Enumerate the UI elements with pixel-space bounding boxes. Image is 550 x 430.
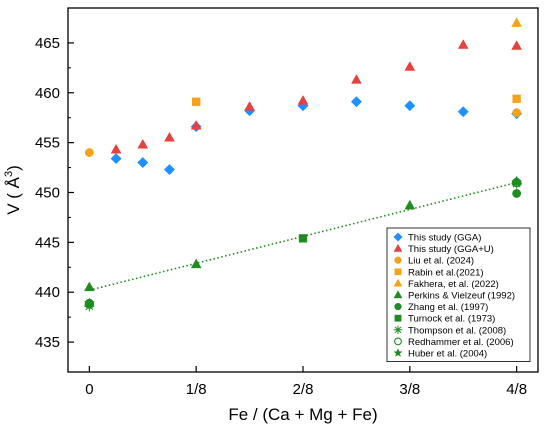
data-point bbox=[457, 106, 469, 118]
legend-label: Perkins & Vielzeuf (1992) bbox=[408, 291, 515, 302]
data-point bbox=[110, 143, 122, 154]
legend-marker bbox=[393, 243, 403, 252]
legend-label: Rabin et al.(2021) bbox=[408, 267, 484, 278]
data-point bbox=[190, 119, 202, 130]
y-tick-label: 455 bbox=[35, 135, 60, 152]
legend: This study (GGA)This study (GGA+U)Liu et… bbox=[386, 227, 531, 363]
y-axis-title-main: V ( Å bbox=[4, 176, 23, 214]
x-tick-label: 1/8 bbox=[186, 381, 207, 398]
legend-marker bbox=[393, 348, 403, 357]
y-axis-title: V ( Å3) bbox=[3, 165, 23, 215]
legend-marker bbox=[394, 268, 402, 276]
data-point bbox=[457, 39, 469, 49]
x-axis-title: Fe / (Ca + Mg + Fe) bbox=[228, 405, 377, 424]
ticks-layer: 0 1/8 2/8 3/8 4/8 435 440 445 450 455 460 465 bbox=[35, 35, 527, 398]
legend-label: Liu et al. (2024) bbox=[408, 256, 474, 267]
legend-label: Huber et al. (2004) bbox=[408, 349, 487, 360]
legend-marker bbox=[393, 232, 403, 242]
y-tick-label: 450 bbox=[35, 184, 60, 201]
x-tick-label: 0 bbox=[85, 381, 93, 398]
data-point bbox=[84, 300, 95, 312]
data-point bbox=[163, 164, 176, 176]
legend-marker bbox=[394, 337, 402, 346]
legend-label: Zhang et al. (1997) bbox=[408, 302, 488, 313]
data-marks-layer bbox=[83, 17, 523, 312]
y-tick-label: 435 bbox=[35, 334, 60, 351]
data-point bbox=[164, 131, 175, 142]
x-tick-label: 2/8 bbox=[293, 381, 314, 398]
data-point bbox=[350, 96, 362, 108]
data-point bbox=[512, 108, 522, 118]
y-axis-title-close: ) bbox=[4, 165, 23, 171]
legend-label: Turnock et al. (1973) bbox=[408, 314, 495, 325]
data-point bbox=[512, 189, 522, 198]
data-point bbox=[84, 148, 94, 158]
data-point bbox=[298, 234, 308, 243]
data-point bbox=[110, 153, 122, 165]
y-tick-label: 445 bbox=[35, 234, 60, 251]
y-axis-title-sup: 3 bbox=[3, 171, 15, 177]
y-tick-label: 465 bbox=[35, 35, 60, 52]
legend-label: Thompson et al. (2008) bbox=[408, 325, 506, 336]
legend-label: Redhammer et al. (2006) bbox=[408, 337, 514, 348]
x-tick-label: 4/8 bbox=[506, 381, 527, 398]
legend-marker bbox=[394, 256, 402, 264]
data-point bbox=[404, 61, 416, 71]
data-point bbox=[190, 258, 202, 269]
legend-marker bbox=[393, 278, 403, 287]
legend-marker bbox=[393, 325, 403, 334]
y-tick-label: 440 bbox=[35, 284, 60, 301]
data-point bbox=[83, 281, 95, 292]
data-point bbox=[511, 17, 523, 27]
y-tick-label: 460 bbox=[35, 85, 60, 102]
data-point bbox=[244, 101, 255, 111]
legend-box bbox=[386, 227, 531, 363]
data-point bbox=[137, 138, 149, 149]
data-point bbox=[192, 97, 201, 106]
data-point bbox=[512, 94, 521, 103]
data-point bbox=[404, 100, 416, 112]
legend-marker bbox=[394, 302, 402, 311]
legend-label: Fakhera, et al. (2022) bbox=[408, 279, 499, 290]
legend-marker bbox=[394, 314, 402, 322]
legend-label: This study (GGA+U) bbox=[408, 244, 494, 255]
legend-marker bbox=[393, 290, 403, 299]
data-point bbox=[297, 95, 309, 105]
data-point bbox=[137, 157, 149, 169]
x-tick-label: 3/8 bbox=[399, 381, 420, 398]
data-point bbox=[83, 297, 95, 308]
data-point bbox=[511, 40, 523, 50]
legend-label: This study (GGA) bbox=[408, 233, 481, 244]
data-point bbox=[511, 176, 523, 188]
data-point bbox=[351, 74, 362, 84]
data-point bbox=[404, 199, 416, 210]
